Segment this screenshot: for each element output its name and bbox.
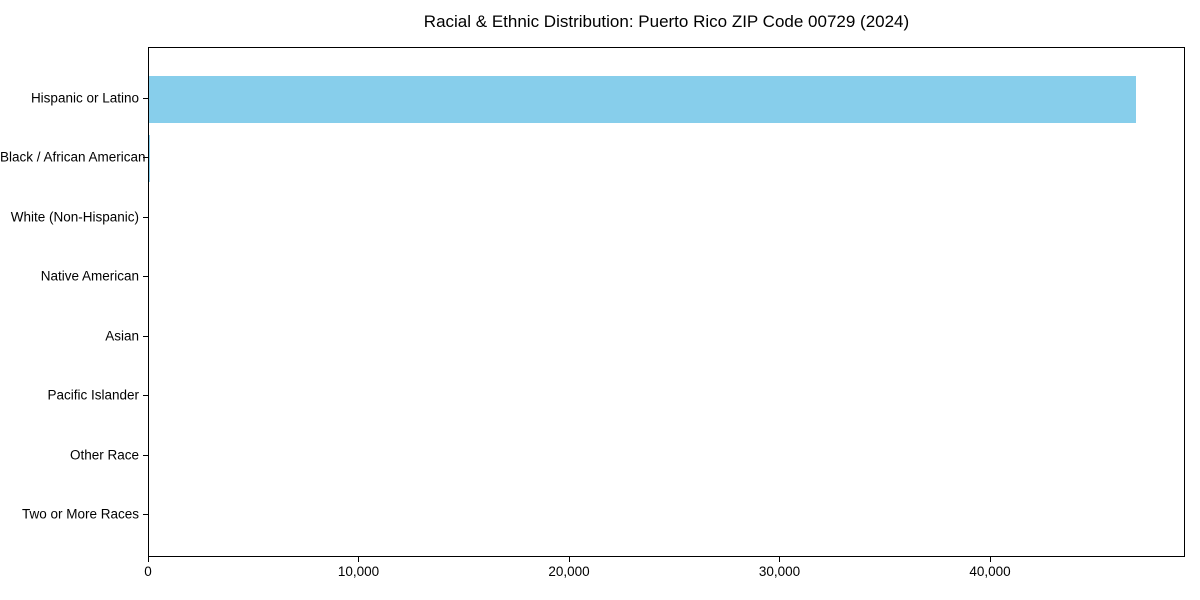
y-tick-label: Two or More Races bbox=[21, 506, 139, 522]
x-tick-mark bbox=[568, 557, 570, 562]
y-tick-mark bbox=[143, 276, 148, 278]
y-tick-label: Asian bbox=[105, 328, 139, 344]
x-tick-label: 10,000 bbox=[337, 564, 380, 579]
x-tick-label: 40,000 bbox=[969, 564, 1011, 579]
y-tick-mark bbox=[143, 216, 148, 218]
bar-black-african-american bbox=[149, 134, 150, 182]
x-tick-mark bbox=[989, 557, 991, 562]
x-tick-mark bbox=[148, 557, 149, 562]
x-tick-label: 20,000 bbox=[548, 564, 590, 579]
bar-hispanic-or-latino bbox=[149, 75, 1136, 123]
y-tick-mark bbox=[143, 454, 148, 456]
y-tick-label: Hispanic or Latino bbox=[30, 90, 139, 106]
y-tick-label: Other Race bbox=[69, 447, 139, 463]
y-tick-label: Black / African American bbox=[0, 149, 146, 165]
plot-area bbox=[148, 47, 1185, 557]
x-tick-mark bbox=[779, 557, 781, 562]
x-tick-mark bbox=[358, 557, 360, 562]
chart-title: Racial & Ethnic Distribution: Puerto Ric… bbox=[423, 12, 910, 31]
y-tick-label: Native American bbox=[40, 268, 139, 284]
y-tick-mark bbox=[143, 157, 148, 159]
y-tick-mark bbox=[143, 514, 148, 515]
y-tick-mark bbox=[143, 395, 148, 397]
x-tick-label: 0 bbox=[144, 564, 152, 579]
y-tick-label: Pacific Islander bbox=[47, 387, 139, 403]
y-tick-mark bbox=[143, 98, 148, 99]
x-tick-label: 30,000 bbox=[758, 564, 801, 579]
y-tick-mark bbox=[143, 335, 148, 337]
y-tick-label: White (Non-Hispanic) bbox=[10, 209, 139, 225]
